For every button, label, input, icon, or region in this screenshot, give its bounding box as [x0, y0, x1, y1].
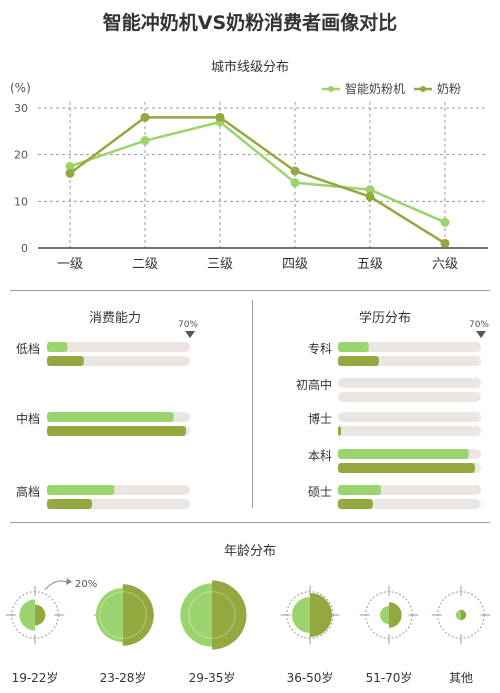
bar-fill: [338, 485, 381, 495]
age-half-dark: [310, 592, 333, 638]
annotation-arrowhead: [66, 578, 72, 585]
bar-category-label: 本科: [308, 449, 332, 463]
age-title: 年龄分布: [223, 544, 276, 559]
age-half-dark: [123, 584, 154, 646]
scale-max-label: 70%: [178, 320, 198, 330]
bar-category-label: 专科: [308, 341, 332, 356]
bar-category-label: 低档: [16, 342, 40, 356]
age-label: 29-35岁: [189, 670, 236, 685]
scale-max-marker: [185, 331, 195, 338]
bar-category-label: 博士: [308, 411, 332, 426]
legend-label: 奶粉: [437, 82, 461, 96]
age-half-light: [180, 583, 212, 647]
x-tick-label: 五级: [357, 257, 383, 272]
age-half-dark: [212, 580, 247, 650]
legend-label: 智能奶粉机: [345, 81, 405, 96]
city-tier-line-chart: (%) 0 10 20 30 一级 二级 三级 四级 五级 六级 智能奶粉机 奶粉: [10, 81, 488, 272]
age-distribution-chart: 19-22岁 23-28岁 29-35岁 36-50岁 51-70岁 其他 20%: [5, 578, 491, 685]
bar-category-label: 硕士: [308, 485, 332, 499]
data-point: [140, 136, 150, 146]
series-line-1: [69, 120, 446, 224]
age-half-dark: [35, 604, 46, 626]
data-point: [65, 168, 75, 178]
x-tick-label: 六级: [432, 257, 458, 272]
age-half-dark: [389, 602, 402, 628]
age-half-light: [95, 587, 123, 643]
data-point: [440, 217, 450, 227]
age-half-light: [19, 599, 35, 631]
age-half-dark: [461, 609, 467, 621]
bar-fill: [47, 412, 174, 422]
data-point: [365, 185, 375, 195]
series-line-2: [69, 116, 446, 245]
x-tick-label: 四级: [282, 257, 308, 272]
bar-fill: [338, 342, 369, 352]
data-point: [140, 112, 150, 122]
line-chart-title: 城市线级分布: [210, 60, 289, 75]
bar-fill: [47, 342, 68, 352]
bar-fill: [338, 463, 475, 473]
bar-track: [338, 392, 481, 402]
x-tick-label: 三级: [207, 257, 233, 272]
data-point: [290, 166, 300, 176]
legend-marker: [420, 86, 426, 92]
annotation-label: 20%: [75, 579, 97, 590]
age-label: 36-50岁: [287, 670, 334, 685]
bar-track: [47, 342, 190, 352]
bar-category-label: 初高中: [296, 377, 332, 392]
x-tick-label: 一级: [57, 257, 83, 272]
education-bars: 70% 专科初高中博士本科硕士: [296, 320, 489, 509]
reference-overlay: [188, 591, 236, 639]
bar-fill: [338, 426, 341, 436]
bar-track: [338, 499, 481, 509]
legend-marker: [328, 86, 334, 92]
consumption-title: 消费能力: [88, 311, 141, 326]
x-tick-label: 二级: [132, 257, 158, 272]
bar-fill: [47, 356, 84, 366]
data-point: [365, 192, 375, 202]
page-title: 智能冲奶机VS奶粉消费者画像对比: [102, 12, 398, 34]
age-label: 19-22岁: [12, 670, 59, 685]
bar-category-label: 高档: [16, 484, 40, 499]
y-tick-label: 20: [14, 149, 28, 162]
bar-fill: [338, 356, 379, 366]
y-tick-label: 0: [21, 242, 28, 255]
scale-max-marker: [476, 331, 486, 338]
y-axis-label: (%): [10, 81, 31, 95]
divider-vertical: [252, 300, 253, 508]
bar-track: [338, 412, 481, 422]
data-point: [215, 112, 225, 122]
age-half-light: [291, 596, 310, 634]
bar-fill: [47, 426, 186, 436]
bar-track: [338, 378, 481, 388]
divider-top: [10, 290, 490, 291]
bar-track: [338, 342, 481, 352]
bar-fill: [47, 499, 92, 509]
consumption-bars: 70% 低档中档高档: [0, 0, 250, 520]
y-tick-label: 10: [14, 195, 28, 208]
age-label: 其他: [449, 671, 473, 685]
bar-fill: [338, 449, 469, 459]
annotation-arrow: [44, 580, 68, 591]
scale-max-label: 70%: [469, 320, 489, 330]
age-label: 23-28岁: [100, 670, 147, 685]
data-point: [65, 161, 75, 171]
age-half-light: [455, 609, 461, 621]
age-label: 51-70岁: [366, 670, 413, 685]
y-tick-label: 30: [14, 102, 28, 115]
data-point: [290, 178, 300, 188]
bar-fill: [338, 499, 373, 509]
divider-bottom: [10, 522, 490, 523]
age-half-light: [379, 605, 389, 625]
bar-track: [338, 426, 481, 436]
bar-category-label: 中档: [16, 411, 40, 426]
reference-overlay: [99, 591, 147, 639]
data-point: [440, 238, 450, 248]
education-title: 学历分布: [358, 311, 411, 326]
bar-fill: [47, 485, 115, 495]
